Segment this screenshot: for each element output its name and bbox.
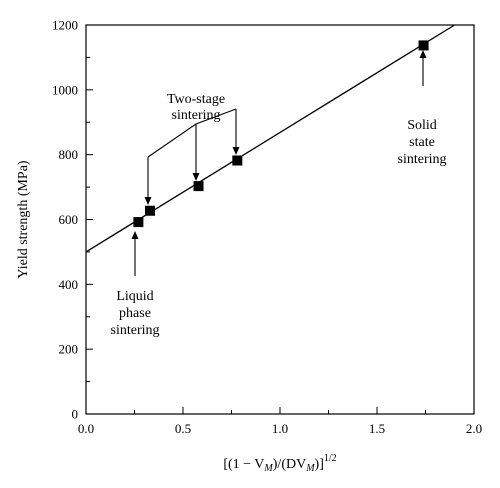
solid-label-line2: state	[409, 135, 435, 150]
x-tick-label: 0.5	[175, 421, 191, 436]
two-stage-label-line2: sintering	[172, 108, 221, 123]
y-tick-label: 400	[59, 277, 79, 292]
y-tick-label: 800	[59, 147, 79, 162]
x-axis-title-sub-2: M	[305, 463, 315, 474]
data-point	[145, 205, 156, 216]
two-stage-arrowhead-1	[144, 197, 152, 205]
x-tick-label: 2.0	[466, 421, 482, 436]
solid-arrowhead	[419, 50, 427, 58]
two-stage-arrowhead-3	[232, 147, 240, 155]
solid-label-line1: Solid	[407, 118, 437, 133]
x-tick-label: 1.5	[369, 421, 385, 436]
data-point	[133, 217, 144, 228]
x-axis-title-part-2: )/(DV	[273, 457, 306, 472]
y-axis-title: Yield strength (MPa)	[16, 160, 31, 279]
x-axis-title: [(1 − VM)/(DVM)]1/2	[223, 453, 336, 474]
ticks-layer: 0.0 0.5 1.0 1.5 2.0 0 200 400 600 800 1000 1200	[52, 18, 482, 437]
plot-frame	[85, 24, 475, 415]
x-tick-label: 1.0	[272, 421, 288, 436]
points-layer	[133, 40, 429, 228]
two-stage-bracket	[147, 108, 237, 199]
x-axis-title-sup: 1/2	[324, 453, 337, 464]
data-point	[418, 40, 429, 51]
liquid-label-line2: phase	[119, 306, 151, 321]
liquid-label-line1: Liquid	[116, 289, 153, 304]
y-tick-label: 0	[72, 407, 79, 422]
x-axis-title-sub-1: M	[263, 463, 273, 474]
y-tick-label: 600	[59, 212, 79, 227]
liquid-label-line3: sintering	[111, 323, 160, 338]
two-stage-label-line1: Two-stage	[167, 92, 225, 107]
x-axis-title-part-3: )]	[315, 457, 324, 472]
solid-label-line3: sintering	[398, 152, 447, 167]
liquid-arrowhead	[131, 231, 139, 239]
y-tick-label: 1000	[52, 82, 78, 97]
y-tick-label: 200	[59, 342, 79, 357]
data-point	[193, 181, 204, 192]
x-tick-label: 0.0	[78, 421, 94, 436]
two-stage-arrowhead-2	[192, 173, 200, 181]
data-point	[232, 155, 243, 166]
x-axis-title-part-1: [(1 − V	[223, 457, 264, 472]
y-tick-label: 1200	[52, 18, 78, 33]
